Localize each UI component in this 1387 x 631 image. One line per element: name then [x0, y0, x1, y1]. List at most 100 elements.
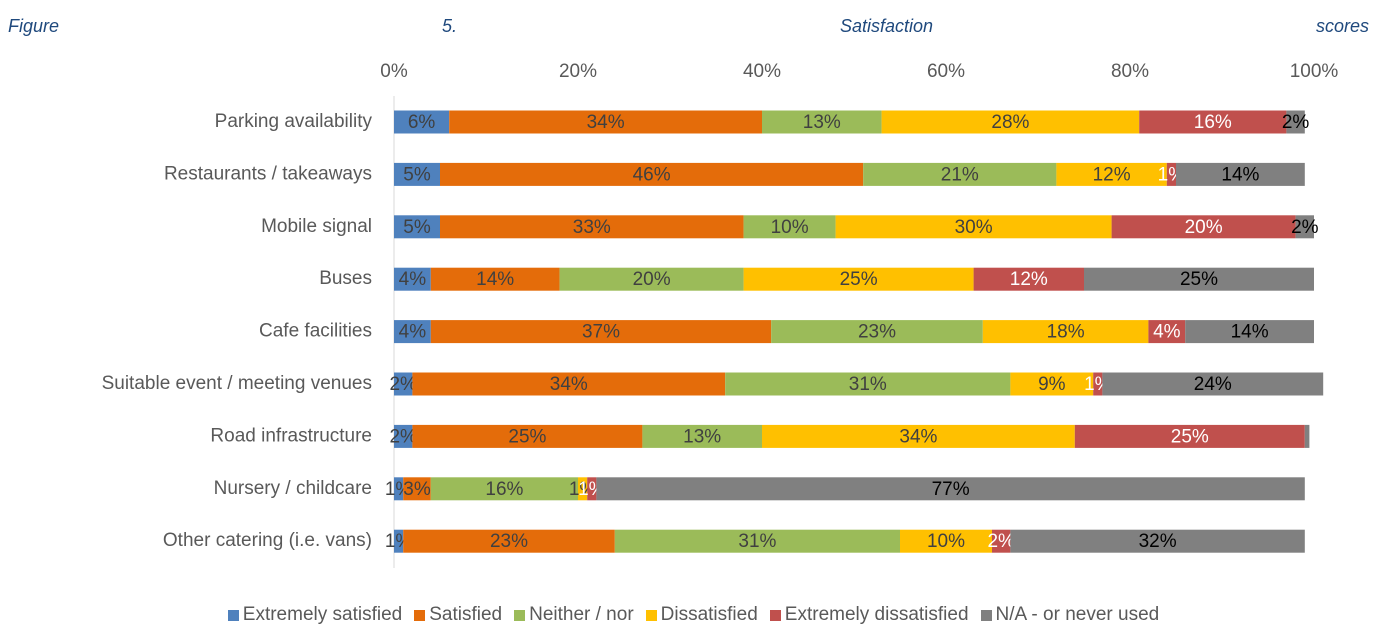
bar-segment: [1111, 215, 1296, 239]
data-label: 34%: [587, 112, 625, 133]
y-tick-label: Suitable event / meeting venues: [102, 373, 372, 394]
data-label: 16%: [1194, 112, 1232, 133]
legend-label: Extremely dissatisfied: [784, 604, 969, 625]
x-tick-label: 100%: [1290, 61, 1339, 82]
legend-label: Neither / nor: [529, 604, 634, 625]
bar-segment: [430, 477, 578, 501]
y-tick-label: Nursery / childcare: [214, 478, 372, 499]
bar-segment: [412, 372, 726, 396]
bar-segment: [403, 529, 615, 553]
bar-segment: [743, 215, 836, 239]
data-label: 21%: [941, 164, 979, 185]
data-label: 16%: [485, 479, 523, 500]
bar-segment: [863, 162, 1057, 186]
legend-item: N/A - or never used: [980, 604, 1160, 626]
data-label: 25%: [1180, 269, 1218, 290]
data-label: 10%: [927, 531, 965, 552]
bar-segment: [762, 110, 882, 134]
bar-segment: [578, 477, 588, 501]
y-tick-label: Parking availability: [215, 111, 373, 132]
data-label: 10%: [771, 217, 809, 238]
legend-swatch: [645, 609, 657, 621]
data-label: 25%: [1171, 426, 1209, 447]
bar-segment: [1074, 424, 1305, 448]
data-label: 20%: [633, 269, 671, 290]
bar-segment: [1176, 162, 1305, 186]
bar-segment: [449, 110, 762, 134]
data-label: 12%: [1010, 269, 1048, 290]
bar-segment: [587, 477, 597, 501]
bar-segment: [1166, 162, 1176, 186]
data-label: 33%: [573, 217, 611, 238]
chart: 0% 20% 40% 60% 80% 100% Parking availability 6%…: [102, 61, 1339, 568]
data-label: 4%: [399, 322, 427, 343]
legend-swatch: [769, 609, 781, 621]
bar-segment: [973, 267, 1084, 291]
bar-segment: [982, 320, 1149, 344]
bar-segment: [394, 162, 440, 186]
bar-segment: [596, 477, 1305, 501]
bar-segment: [440, 215, 744, 239]
legend-swatch: [227, 609, 239, 621]
legend-swatch: [980, 609, 992, 621]
legend-label: Dissatisfied: [660, 604, 758, 625]
bar-segment: [394, 477, 404, 501]
data-label: 46%: [633, 164, 671, 185]
data-label: 34%: [899, 426, 937, 447]
x-tick-label: 20%: [559, 61, 597, 82]
bar-segment: [1010, 529, 1305, 553]
y-tick-label: Mobile signal: [261, 216, 372, 237]
bar-segment: [1295, 215, 1314, 239]
data-label: 14%: [1231, 322, 1269, 343]
bar-segment: [642, 424, 762, 448]
data-label: 28%: [991, 112, 1029, 133]
y-tick-label: Cafe facilities: [259, 321, 372, 342]
x-tick-label: 60%: [927, 61, 965, 82]
bar-segment: [771, 320, 983, 344]
bar-segment: [881, 110, 1140, 134]
data-label: 31%: [738, 531, 776, 552]
legend-item: Extremely satisfied: [227, 604, 402, 626]
data-label: 6%: [408, 112, 436, 133]
bar-segment: [835, 215, 1112, 239]
data-label: 25%: [840, 269, 878, 290]
data-label: 14%: [1221, 164, 1259, 185]
bar-segment: [725, 372, 1011, 396]
data-label: 23%: [858, 322, 896, 343]
data-label: 24%: [1194, 374, 1232, 395]
bar-segment: [412, 424, 643, 448]
chart-title: Figure 5. Satisfaction scores: [8, 16, 1369, 36]
bar-segment: [394, 110, 450, 134]
data-label: 2%: [1291, 217, 1319, 238]
bar-segment: [1185, 320, 1314, 344]
legend-swatch: [414, 609, 426, 621]
bar-segment: [394, 215, 440, 239]
data-label: 20%: [1185, 217, 1223, 238]
bar-segment: [559, 267, 744, 291]
data-label: 2%: [987, 531, 1015, 552]
bar-segment: [1139, 110, 1287, 134]
data-label: 5%: [403, 164, 431, 185]
bar-segment: [1010, 372, 1094, 396]
bar-segment: [394, 529, 404, 553]
bar-segment: [992, 529, 1011, 553]
bar-segment: [900, 529, 992, 553]
legend-item: Extremely dissatisfied: [769, 604, 969, 626]
data-label: 14%: [476, 269, 514, 290]
data-label: 4%: [399, 269, 427, 290]
legend-label: N/A - or never used: [995, 604, 1160, 625]
data-label: 2%: [1282, 112, 1310, 133]
x-tick-label: 0%: [380, 61, 408, 82]
data-label: 31%: [849, 374, 887, 395]
data-label: 23%: [490, 531, 528, 552]
data-label: 2%: [389, 374, 417, 395]
y-tick-label: Buses: [319, 268, 372, 289]
data-label: 3%: [403, 479, 431, 500]
legend-label: Satisfied: [429, 604, 503, 625]
bar-segment: [1084, 267, 1314, 291]
legend: Extremely satisfied Satisfied Neither / no…: [0, 604, 1387, 626]
bar-segment: [1093, 372, 1103, 396]
data-label: 4%: [1153, 322, 1181, 343]
bar-segment: [430, 320, 772, 344]
bar-segment: [394, 267, 431, 291]
